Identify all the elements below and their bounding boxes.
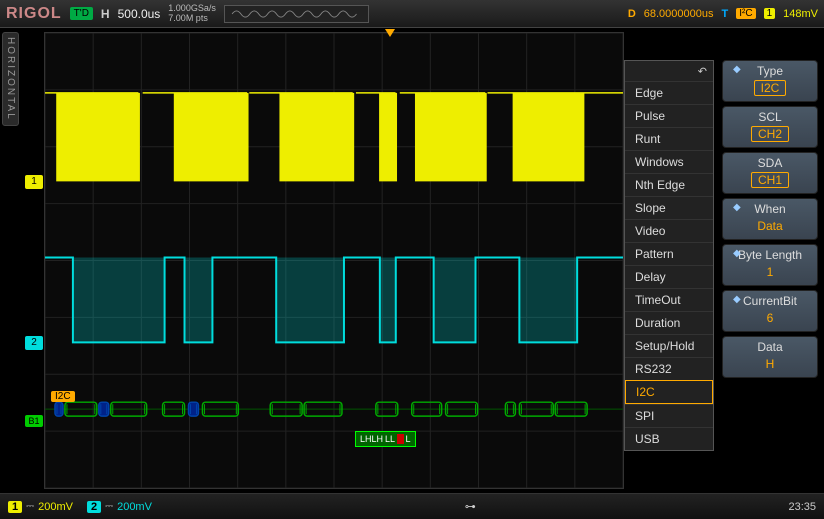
softkey-bytelength[interactable]: ◆Byte Length 1: [722, 244, 818, 286]
waveform-overview: [224, 5, 369, 23]
sample-info: 1.000GSa/s 7.00M pts: [168, 4, 216, 24]
trigger-menu-item-video[interactable]: Video: [625, 219, 713, 242]
trigger-menu-item-pattern[interactable]: Pattern: [625, 242, 713, 265]
softkey-value: CH1: [751, 172, 789, 188]
timebase-value: 500.0us: [118, 7, 161, 21]
main-area: HORIZONTAL 1 2 B1 I2C LHLH LL L ↶ EdgePu…: [0, 28, 824, 493]
trigger-menu-item-edge[interactable]: Edge: [625, 81, 713, 104]
ch2-coupling-icon: ⎓: [105, 501, 113, 512]
ch1-status[interactable]: 1 ⎓ 200mV: [8, 501, 73, 513]
top-bar: RIGOL T'D H 500.0us 1.000GSa/s 7.00M pts…: [0, 0, 824, 28]
softkey-value: I2C: [754, 80, 787, 96]
usb-icon: ⊶: [465, 500, 476, 513]
timebase-mode: H: [101, 7, 110, 21]
trigger-mode-badge: I²C: [736, 8, 755, 19]
trigger-menu-item-windows[interactable]: Windows: [625, 150, 713, 173]
ch2-badge: 2: [87, 501, 101, 513]
trigger-menu-item-nthedge[interactable]: Nth Edge: [625, 173, 713, 196]
ch2-scale: 200mV: [117, 501, 152, 513]
softkey-label: Byte Length: [729, 248, 811, 262]
trigger-level: 148mV: [783, 8, 818, 20]
trigger-source-badge: 1: [764, 8, 776, 19]
softkey-type[interactable]: ◆Type I2C: [722, 60, 818, 102]
clock: 23:35: [788, 501, 816, 513]
softkey-data[interactable]: Data H: [722, 336, 818, 378]
softkey-value: CH2: [751, 126, 789, 142]
trigger-menu-item-spi[interactable]: SPI: [625, 404, 713, 427]
ch1-marker[interactable]: 1: [25, 175, 43, 189]
decode-data-readout: LHLH LL L: [355, 431, 416, 447]
trigger-menu-item-setuphold[interactable]: Setup/Hold: [625, 334, 713, 357]
softkey-knob-icon: ◆: [733, 202, 741, 213]
trigger-type-menu[interactable]: ↶ EdgePulseRuntWindowsNth EdgeSlopeVideo…: [624, 60, 714, 451]
trigger-menu-item-runt[interactable]: Runt: [625, 127, 713, 150]
trigger-menu-item-duration[interactable]: Duration: [625, 311, 713, 334]
ch2-status[interactable]: 2 ⎓ 200mV: [87, 501, 152, 513]
ch2-marker[interactable]: 2: [25, 336, 43, 350]
decode-current-bit: [397, 434, 404, 444]
trigger-menu-item-pulse[interactable]: Pulse: [625, 104, 713, 127]
softkey-label: SCL: [729, 110, 811, 124]
trigger-menu-item-slope[interactable]: Slope: [625, 196, 713, 219]
trigger-menu-item-rs232[interactable]: RS232: [625, 357, 713, 380]
brand-logo: RIGOL: [6, 5, 62, 23]
horizontal-label: HORIZONTAL: [2, 32, 19, 126]
softkey-currentbit[interactable]: ◆CurrentBit 6: [722, 290, 818, 332]
softkey-value: 6: [760, 310, 781, 326]
ch1-coupling-icon: ⎓: [26, 501, 34, 512]
delay-label: D: [628, 8, 636, 20]
bus1-marker[interactable]: B1: [25, 415, 43, 427]
softkey-label: CurrentBit: [729, 294, 811, 308]
menu-back-icon[interactable]: ↶: [625, 61, 713, 81]
softkey-when[interactable]: ◆When Data: [722, 198, 818, 240]
ch1-scale: 200mV: [38, 501, 73, 513]
softkey-scl[interactable]: SCL CH2: [722, 106, 818, 148]
softkey-label: SDA: [729, 156, 811, 170]
softkey-label: Data: [729, 340, 811, 354]
trigger-label: T: [722, 8, 729, 20]
softkey-knob-icon: ◆: [733, 248, 741, 259]
softkey-value: 1: [760, 264, 781, 280]
softkey-label: Type: [729, 64, 811, 78]
decode-bits-c: L: [406, 434, 411, 444]
trigger-menu-item-usb[interactable]: USB: [625, 427, 713, 450]
bottom-bar: 1 ⎓ 200mV 2 ⎓ 200mV ⊶ 23:35: [0, 493, 824, 519]
softkey-sda[interactable]: SDA CH1: [722, 152, 818, 194]
delay-value: 68.0000000us: [644, 8, 714, 20]
trigger-menu-item-i2c[interactable]: I2C: [625, 380, 713, 404]
mem-depth: 7.00M pts: [168, 14, 216, 24]
decode-protocol-badge: I2C: [51, 391, 75, 402]
softkey-label: When: [729, 202, 811, 216]
softkey-value: H: [759, 356, 782, 372]
softkey-panel: ◆TypeI2CSCLCH2SDACH1◆WhenData◆Byte Lengt…: [722, 60, 818, 378]
softkey-value: Data: [750, 218, 789, 234]
softkey-knob-icon: ◆: [733, 64, 741, 75]
waveform-svg: [45, 33, 623, 488]
ch1-badge: 1: [8, 501, 22, 513]
decode-bits-a: LHLH: [360, 434, 383, 444]
trigger-menu-item-timeout[interactable]: TimeOut: [625, 288, 713, 311]
softkey-knob-icon: ◆: [733, 294, 741, 305]
trigger-position-marker: [385, 29, 395, 37]
waveform-display[interactable]: 1 2 B1 I2C LHLH LL L: [44, 32, 624, 489]
trigger-menu-item-delay[interactable]: Delay: [625, 265, 713, 288]
run-state-badge: T'D: [70, 7, 93, 20]
decode-bits-b: LL: [385, 434, 395, 444]
